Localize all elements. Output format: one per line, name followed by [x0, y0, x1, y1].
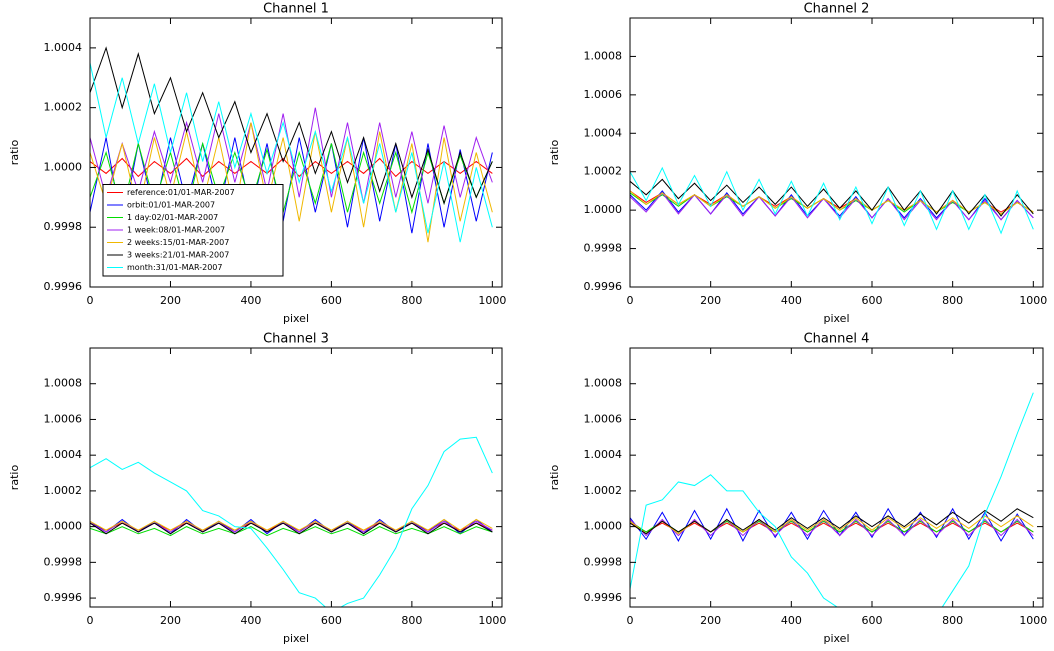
series-line: [90, 62, 493, 243]
x-tick-label: 800: [401, 614, 422, 627]
y-tick-label: 1.0000: [584, 520, 623, 533]
x-tick-label: 200: [160, 614, 181, 627]
legend-label: 3 weeks:21/01-MAR-2007: [127, 251, 229, 260]
x-tick-label: 400: [240, 294, 261, 307]
y-tick-label: 1.0002: [44, 101, 83, 114]
plot-frame: [89, 17, 503, 288]
x-tick-label: 200: [700, 614, 721, 627]
series-line: [90, 526, 493, 537]
plot-frame: [629, 347, 1044, 608]
y-tick-label: 1.0000: [44, 160, 83, 173]
legend-label: 1 day:02/01-MAR-2007: [127, 213, 218, 222]
y-tick-label: 1.0002: [44, 484, 83, 497]
panel: Channel 4 pixel ratio 0 200 400 600 800 1000 0.99…: [548, 332, 1047, 646]
legend-label: orbit:01/01-MAR-2007: [127, 201, 215, 210]
y-tick-label: 0.9996: [584, 591, 623, 604]
series-line: [90, 46, 493, 206]
y-tick-label: 1.0004: [584, 448, 623, 461]
legend-label: 1 week:08/01-MAR-2007: [127, 226, 225, 235]
chart-title: Channel 3: [263, 332, 329, 347]
legend-label: month:31/01-MAR-2007: [127, 263, 222, 272]
y-tick-label: 1.0004: [44, 41, 83, 54]
y-tick-label: 0.9996: [584, 280, 623, 293]
x-tick-label: 1000: [1019, 614, 1047, 627]
y-tick-label: 1.0002: [584, 484, 623, 497]
series-line: [630, 192, 1034, 221]
x-axis-label: pixel: [283, 312, 309, 325]
x-axis-label: pixel: [823, 312, 849, 325]
panel: Channel 1 pixel ratio 0 200 400 600 800 1000 0.99…: [8, 2, 506, 326]
x-tick-label: 800: [942, 614, 963, 627]
panel: Channel 3 pixel ratio 0 200 400 600 800 1000 0.99…: [8, 332, 506, 646]
series-line: [90, 107, 493, 204]
y-axis-label: ratio: [8, 465, 21, 491]
legend-label: 2 weeks:15/01-MAR-2007: [127, 238, 229, 247]
y-tick-label: 1.0008: [584, 49, 623, 62]
panel: Channel 2 pixel ratio 0 200 400 600 800 1000 0.99…: [548, 2, 1047, 326]
x-tick-label: 1000: [478, 614, 506, 627]
chart-title: Channel 4: [804, 332, 870, 347]
y-tick-label: 1.0006: [584, 88, 623, 101]
series-line: [90, 122, 493, 243]
x-tick-label: 400: [240, 614, 261, 627]
y-tick-label: 1.0000: [584, 203, 623, 216]
y-axis-label: ratio: [548, 465, 561, 491]
x-axis-label: pixel: [283, 632, 309, 645]
y-tick-label: 1.0000: [44, 520, 83, 533]
series-line: [90, 518, 493, 531]
x-axis-label: pixel: [823, 632, 849, 645]
y-tick-label: 1.0004: [44, 448, 83, 461]
y-tick-label: 0.9996: [44, 591, 83, 604]
plot-frame: [89, 347, 503, 608]
y-tick-label: 0.9998: [44, 220, 83, 233]
series-line: [90, 436, 493, 607]
series-line: [630, 518, 1034, 537]
x-tick-label: 1000: [478, 294, 506, 307]
x-tick-label: 600: [861, 294, 882, 307]
x-tick-label: 0: [87, 614, 94, 627]
x-tick-label: 0: [627, 614, 634, 627]
series-line: [90, 157, 493, 178]
x-tick-label: 600: [861, 614, 882, 627]
x-tick-label: 200: [160, 294, 181, 307]
x-tick-label: 400: [781, 614, 802, 627]
y-tick-label: 1.0008: [44, 377, 83, 390]
plot-area: [630, 392, 1034, 607]
x-tick-label: 600: [321, 614, 342, 627]
chart-title: Channel 1: [263, 2, 329, 17]
y-tick-label: 1.0006: [584, 412, 623, 425]
legend-box: [102, 184, 284, 277]
series-line: [90, 522, 493, 535]
y-tick-label: 1.0004: [584, 126, 623, 139]
y-axis-label: ratio: [8, 140, 21, 166]
series-line: [630, 508, 1034, 535]
y-tick-label: 0.9998: [584, 242, 623, 255]
y-tick-label: 1.0006: [44, 412, 83, 425]
series-line: [630, 178, 1034, 217]
x-tick-label: 0: [627, 294, 634, 307]
legend-label: reference:01/01-MAR-2007: [127, 188, 235, 197]
chart-title: Channel 2: [804, 2, 870, 17]
plot-frame: [629, 17, 1044, 288]
x-tick-label: 400: [781, 294, 802, 307]
y-tick-label: 0.9998: [44, 555, 83, 568]
x-tick-label: 600: [321, 294, 342, 307]
x-tick-label: 1000: [1019, 294, 1047, 307]
y-tick-label: 0.9998: [584, 555, 623, 568]
x-tick-label: 800: [401, 294, 422, 307]
x-tick-label: 0: [87, 294, 94, 307]
x-tick-label: 800: [942, 294, 963, 307]
legend: reference:01/01-MAR-2007 orbit:01/01-MAR-…: [102, 184, 284, 277]
y-tick-label: 1.0008: [584, 377, 623, 390]
series-line: [630, 166, 1034, 235]
plot-area: [90, 436, 493, 607]
x-tick-label: 200: [700, 294, 721, 307]
plot-area: [630, 166, 1034, 235]
y-axis-label: ratio: [548, 140, 561, 166]
y-tick-label: 1.0002: [584, 165, 623, 178]
y-tick-label: 0.9996: [44, 280, 83, 293]
series-line: [630, 392, 1034, 607]
